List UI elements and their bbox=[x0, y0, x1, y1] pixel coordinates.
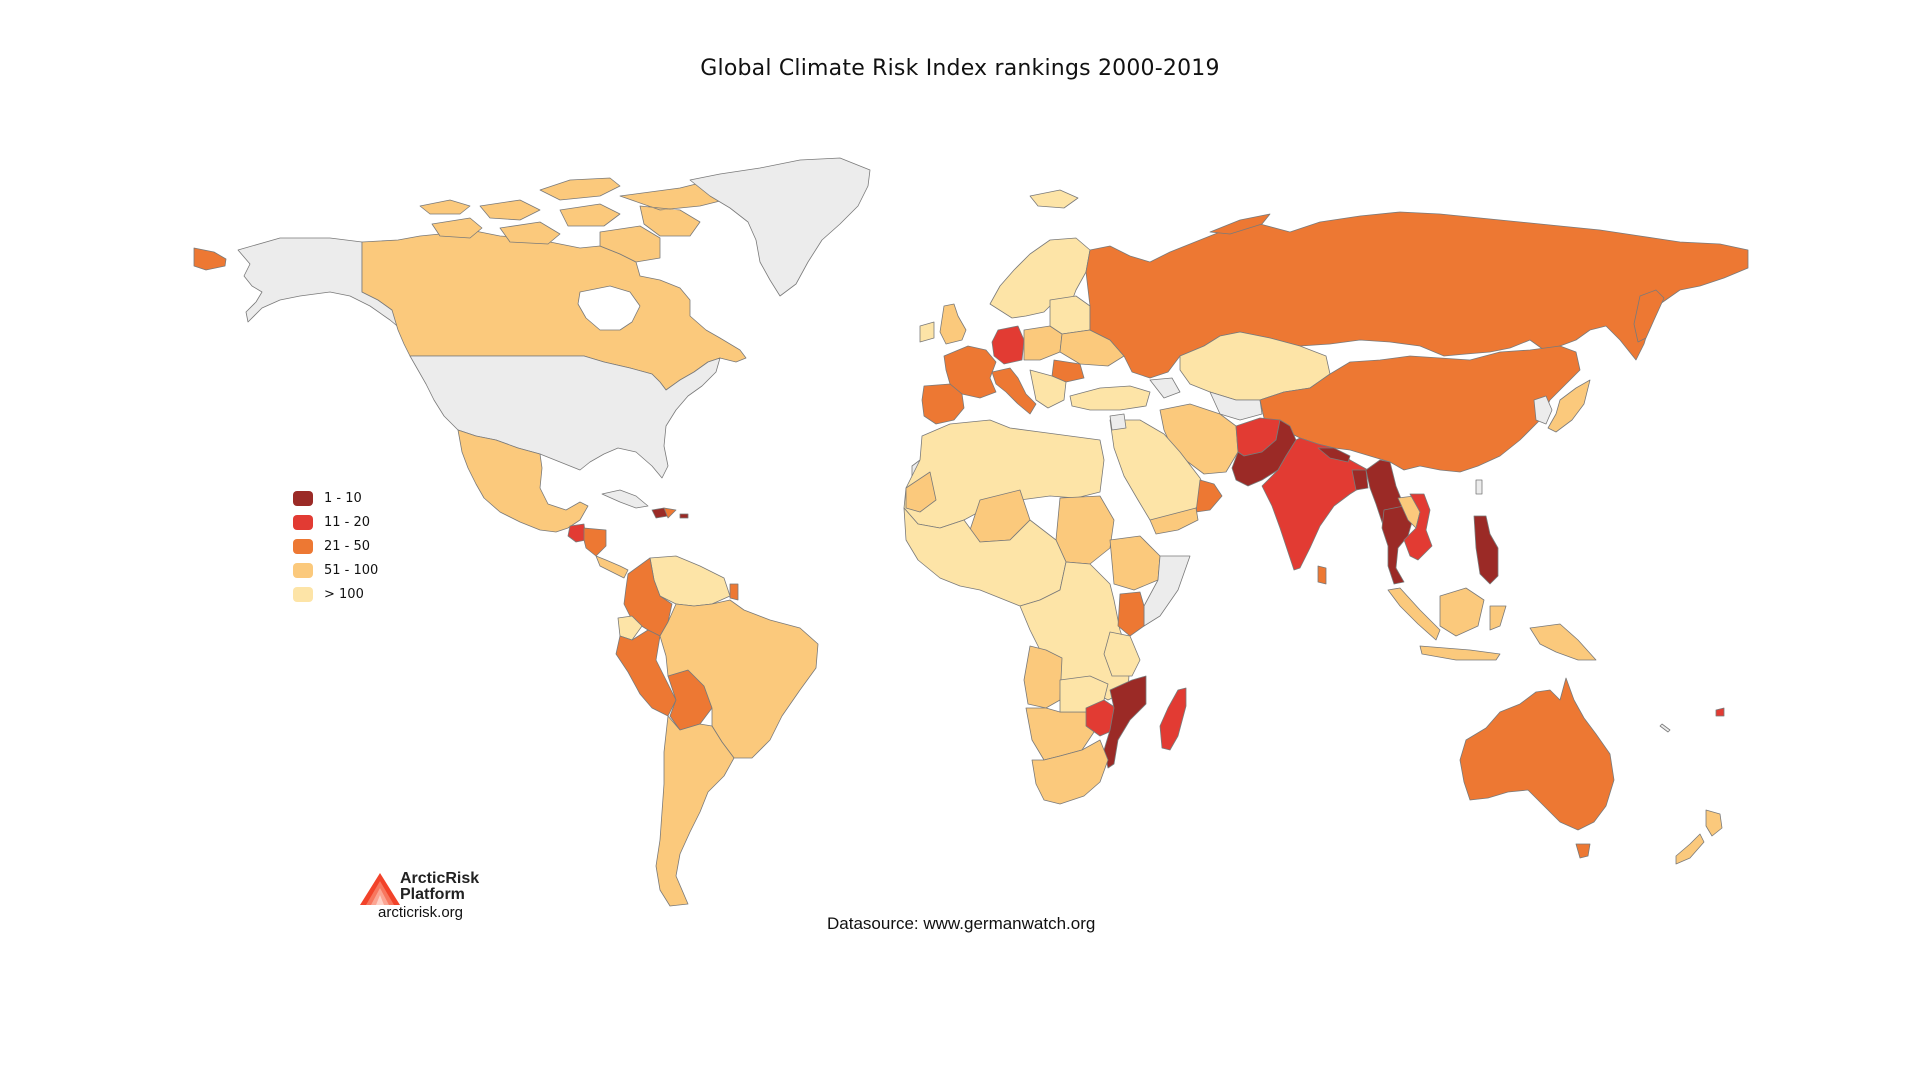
legend-label: > 100 bbox=[324, 586, 364, 602]
region-angola bbox=[1023, 645, 1063, 709]
region-japan bbox=[1547, 379, 1591, 433]
region-sudan bbox=[1055, 495, 1115, 565]
legend-label: 1 - 10 bbox=[324, 490, 362, 506]
region-turkey bbox=[1069, 385, 1151, 411]
region-romania bbox=[1051, 359, 1085, 383]
logo-name-line2: Platform bbox=[400, 886, 465, 903]
legend-swatch bbox=[293, 490, 313, 506]
region-cuba bbox=[601, 489, 649, 509]
region-ecuador bbox=[617, 615, 643, 641]
region-iberia bbox=[921, 383, 965, 425]
region-puerto-rico bbox=[679, 513, 689, 519]
legend-item-51-100: 51 - 100 bbox=[293, 558, 378, 582]
region-uk bbox=[939, 303, 967, 345]
region-australia bbox=[1459, 677, 1615, 831]
region-costa-rica-panama bbox=[595, 555, 629, 579]
legend-swatch bbox=[293, 538, 313, 554]
legend-swatch bbox=[293, 514, 313, 530]
legend-label: 11 - 20 bbox=[324, 514, 371, 530]
triangle-logo-icon bbox=[360, 873, 400, 905]
chart-title: Global Climate Risk Index rankings 2000-… bbox=[700, 56, 1220, 81]
region-mexico bbox=[457, 429, 589, 533]
region-france bbox=[943, 345, 997, 399]
region-oman bbox=[1195, 479, 1223, 513]
region-korea bbox=[1533, 395, 1553, 425]
region-kamchatka bbox=[1633, 289, 1665, 343]
region-honduras-nicaragua bbox=[583, 527, 607, 557]
region-java-islands bbox=[1419, 645, 1501, 661]
region-india bbox=[1261, 437, 1369, 571]
region-french-guiana bbox=[729, 583, 739, 601]
region-tasmania bbox=[1575, 843, 1591, 859]
region-philippines bbox=[1473, 515, 1499, 585]
legend-item-1-10: 1 - 10 bbox=[293, 486, 378, 510]
region-sri-lanka bbox=[1317, 565, 1327, 585]
region-south-africa bbox=[1031, 739, 1109, 805]
region-central-europe bbox=[1023, 325, 1063, 361]
region-madagascar bbox=[1159, 687, 1187, 751]
region-mozambique bbox=[1103, 675, 1147, 769]
region-russia-east-fragment bbox=[193, 247, 227, 271]
region-novaya-zemlya bbox=[1209, 213, 1271, 235]
region-borneo bbox=[1439, 587, 1485, 637]
region-kenya bbox=[1117, 591, 1145, 637]
region-new-caledonia bbox=[1659, 723, 1671, 733]
legend-label: 21 - 50 bbox=[324, 538, 371, 554]
datasource-caption: Datasource: www.germanwatch.org bbox=[827, 914, 1096, 933]
region-caucasus bbox=[1149, 377, 1181, 399]
region-tanzania bbox=[1103, 631, 1141, 677]
region-levant bbox=[1109, 413, 1127, 431]
region-guatemala bbox=[567, 523, 587, 543]
region-ethiopia bbox=[1109, 535, 1161, 591]
region-brazil bbox=[659, 599, 819, 759]
legend-label: 51 - 100 bbox=[324, 562, 379, 578]
region-argentina-chile bbox=[655, 715, 735, 907]
region-north-africa bbox=[903, 419, 1105, 529]
region-canada-arctic-islands bbox=[419, 175, 771, 263]
region-nepal bbox=[1317, 447, 1351, 463]
legend-item-over-100: > 100 bbox=[293, 582, 378, 606]
region-iceland bbox=[1029, 189, 1079, 209]
region-bangladesh bbox=[1351, 469, 1369, 491]
region-sulawesi bbox=[1489, 605, 1507, 631]
logo-name: ArcticRisk Platform bbox=[400, 871, 479, 903]
region-new-zealand bbox=[1675, 809, 1723, 865]
legend-swatch bbox=[293, 562, 313, 578]
region-dominican-rep bbox=[663, 507, 677, 519]
legend-item-21-50: 21 - 50 bbox=[293, 534, 378, 558]
region-vietnam-cambodia bbox=[1403, 493, 1433, 561]
legend: 1 - 10 11 - 20 21 - 50 51 - 100 > 100 bbox=[293, 486, 378, 606]
region-somalia bbox=[1143, 555, 1191, 627]
region-mauritania bbox=[905, 471, 937, 513]
region-italy bbox=[991, 367, 1037, 415]
region-indonesia-west bbox=[1387, 587, 1441, 641]
region-papua bbox=[1529, 623, 1597, 661]
region-ireland bbox=[919, 321, 935, 343]
region-yemen bbox=[1149, 507, 1199, 535]
legend-item-11-20: 11 - 20 bbox=[293, 510, 378, 534]
legend-swatch bbox=[293, 586, 313, 602]
logo-name-line1: ArcticRisk bbox=[400, 870, 480, 887]
logo-url[interactable]: arcticrisk.org bbox=[378, 904, 464, 921]
region-balkans bbox=[1029, 369, 1067, 409]
region-greenland bbox=[689, 157, 871, 297]
region-baltics-belarus bbox=[1049, 295, 1091, 335]
region-germany bbox=[991, 325, 1025, 365]
region-namibia-botswana bbox=[1025, 707, 1095, 761]
region-taiwan bbox=[1475, 479, 1483, 495]
region-hudson-bay bbox=[577, 285, 641, 331]
region-fiji bbox=[1715, 707, 1725, 717]
